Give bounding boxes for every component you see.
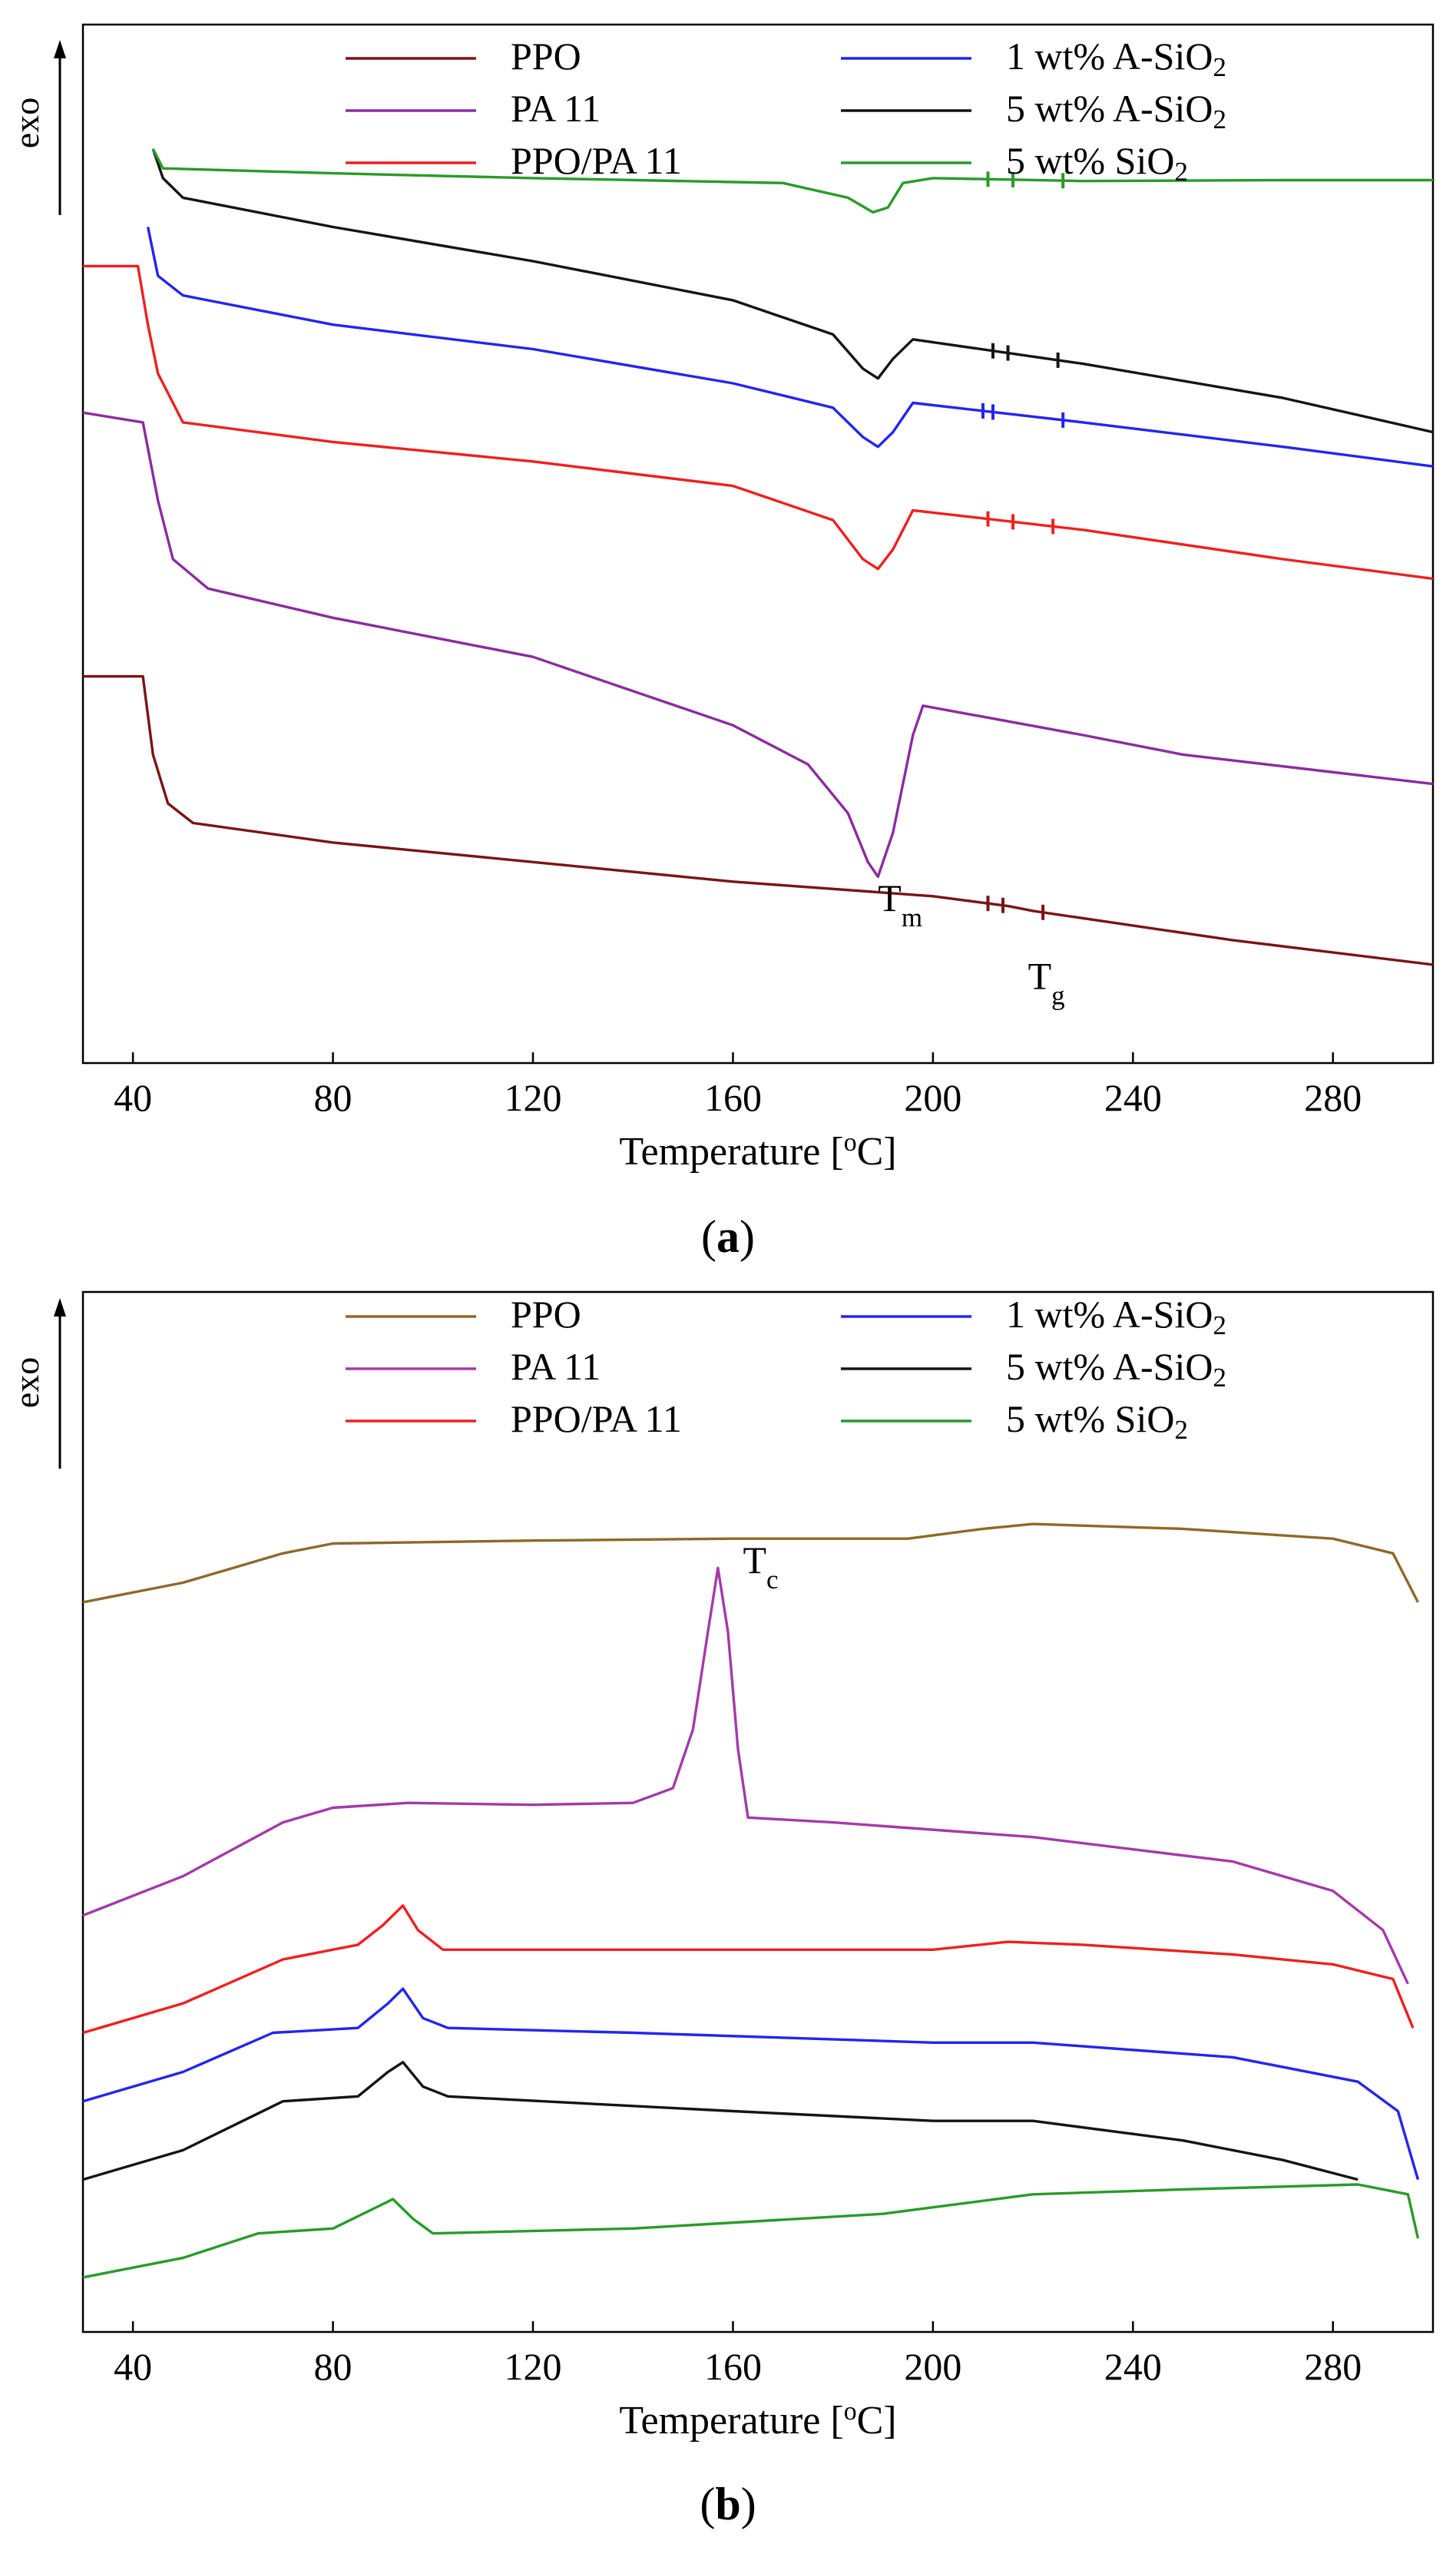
legend-label-3: 1 wt% A-SiO2	[1006, 35, 1226, 82]
annotation-Tg: Tg	[1028, 955, 1065, 1011]
panel-label: (b)	[700, 2479, 756, 2529]
series-line-2	[83, 264, 1434, 581]
legend-label-1: PA 11	[511, 1345, 601, 1388]
y-axis-label-exo: exo	[7, 98, 46, 148]
x-tick-label: 40	[114, 2345, 152, 2388]
legend-label-1: PA 11	[511, 87, 601, 130]
x-tick-label: 200	[904, 2345, 961, 2388]
x-tick-label: 80	[314, 2345, 352, 2388]
series-line-5	[82, 2183, 1420, 2279]
series-line-0	[82, 1522, 1420, 1604]
series-line-1	[82, 1566, 1409, 1985]
annotation-Tm: Tm	[878, 876, 922, 932]
x-axis-title: Temperature [oC]	[619, 1128, 896, 1174]
series-line-0	[83, 674, 1434, 966]
x-axis-title: Temperature [oC]	[619, 2397, 896, 2443]
series-line-4	[151, 148, 1434, 434]
legend-label-3: 1 wt% A-SiO2	[1006, 1293, 1226, 1340]
x-tick-label: 40	[114, 1076, 152, 1119]
chart-panel-b: 40 80 120 160 200 240 280 Temperature [oC] exo PP…	[7, 1290, 1434, 2529]
legend-label-0: PPO	[511, 35, 581, 78]
panel-label: (a)	[701, 1211, 755, 1262]
annotation-Tc: Tc	[743, 1539, 778, 1595]
series-line-5	[151, 148, 1433, 214]
plot-frame	[81, 23, 1434, 1065]
legend-label-4: 5 wt% A-SiO2	[1006, 87, 1226, 134]
legend-label-5: 5 wt% SiO2	[1006, 139, 1188, 187]
x-tick-label: 80	[314, 1076, 352, 1119]
y-axis-label-exo: exo	[7, 1357, 46, 1408]
exo-arrowhead-icon	[54, 1298, 66, 1317]
x-tick-label: 240	[1104, 2345, 1162, 2388]
series-line-3	[146, 227, 1434, 468]
legend-label-0: PPO	[511, 1293, 581, 1336]
x-tick-label: 280	[1304, 2345, 1362, 2388]
x-tick-label: 160	[704, 2345, 762, 2388]
x-tick-label: 160	[704, 1076, 762, 1119]
series-line-2	[82, 1904, 1415, 2035]
x-tick-label: 120	[505, 2345, 562, 2388]
x-tick-label: 280	[1304, 1076, 1362, 1119]
legend-label-4: 5 wt% A-SiO2	[1006, 1345, 1226, 1393]
exo-arrowhead-icon	[54, 40, 66, 58]
chart-panel-a: 40 80 120 160 200 240 280 Temperature [oC] exo PP…	[7, 23, 1434, 1262]
x-tick-label: 240	[1104, 1076, 1162, 1119]
plot-frame	[81, 1290, 1434, 2333]
legend-label-2: PPO/PA 11	[511, 139, 682, 182]
legend-label-5: 5 wt% SiO2	[1006, 1397, 1188, 1445]
series-line-4	[82, 2061, 1358, 2181]
x-tick-label: 120	[505, 1076, 562, 1119]
series-line-1	[82, 411, 1434, 879]
series-line-3	[82, 1987, 1420, 2181]
legend-label-2: PPO/PA 11	[511, 1397, 682, 1440]
x-tick-label: 200	[904, 1076, 961, 1119]
